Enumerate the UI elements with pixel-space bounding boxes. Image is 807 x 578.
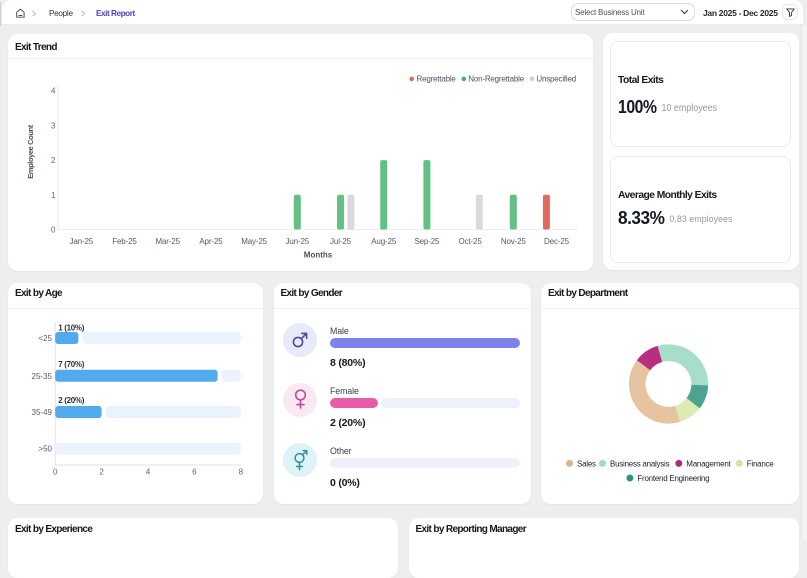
- svg-text:Unspecified: Unspecified: [536, 74, 576, 83]
- svg-text:3: 3: [51, 121, 56, 130]
- svg-text:2: 2: [51, 156, 56, 165]
- svg-text:Jan-25: Jan-25: [70, 237, 94, 246]
- svg-text:4: 4: [146, 467, 151, 476]
- svg-text:Dec-25: Dec-25: [544, 237, 570, 246]
- svg-text:Finance: Finance: [747, 459, 775, 468]
- svg-text:Frontend Engineering: Frontend Engineering: [637, 474, 709, 483]
- svg-text:Months: Months: [304, 250, 333, 259]
- svg-text:2 (20%): 2 (20%): [58, 396, 85, 405]
- svg-text:>50: >50: [38, 444, 52, 453]
- svg-text:6: 6: [192, 467, 197, 476]
- svg-text:Oct-25: Oct-25: [459, 237, 483, 246]
- svg-text:Sep-25: Sep-25: [414, 237, 440, 246]
- svg-text:0: 0: [53, 467, 58, 476]
- svg-text:Jun-25: Jun-25: [286, 237, 310, 246]
- svg-text:Jul-25: Jul-25: [330, 237, 352, 246]
- svg-text:May-25: May-25: [241, 237, 267, 246]
- svg-text:Business analysis: Business analysis: [610, 459, 670, 468]
- svg-text:Non-Regrettable: Non-Regrettable: [468, 74, 524, 83]
- svg-text:1 (10%): 1 (10%): [58, 323, 85, 332]
- svg-text:Sales: Sales: [577, 459, 596, 468]
- svg-text:Nov-25: Nov-25: [501, 237, 527, 246]
- svg-text:Feb-25: Feb-25: [112, 237, 137, 246]
- svg-text:Management: Management: [686, 459, 731, 468]
- svg-text:2: 2: [99, 467, 104, 476]
- svg-text:<25: <25: [38, 334, 52, 343]
- svg-text:Apr-25: Apr-25: [199, 237, 223, 246]
- svg-text:8: 8: [239, 467, 244, 476]
- svg-text:1: 1: [51, 190, 56, 199]
- svg-text:4: 4: [51, 86, 56, 95]
- svg-text:35-49: 35-49: [32, 408, 53, 417]
- svg-text:0: 0: [51, 225, 56, 234]
- svg-text:Aug-25: Aug-25: [371, 237, 397, 246]
- svg-text:25-35: 25-35: [32, 371, 53, 380]
- svg-text:Mar-25: Mar-25: [155, 237, 180, 246]
- svg-text:7 (70%): 7 (70%): [58, 359, 85, 368]
- svg-text:Employee Count: Employee Count: [26, 124, 35, 178]
- svg-text:Regrettable: Regrettable: [417, 74, 457, 83]
